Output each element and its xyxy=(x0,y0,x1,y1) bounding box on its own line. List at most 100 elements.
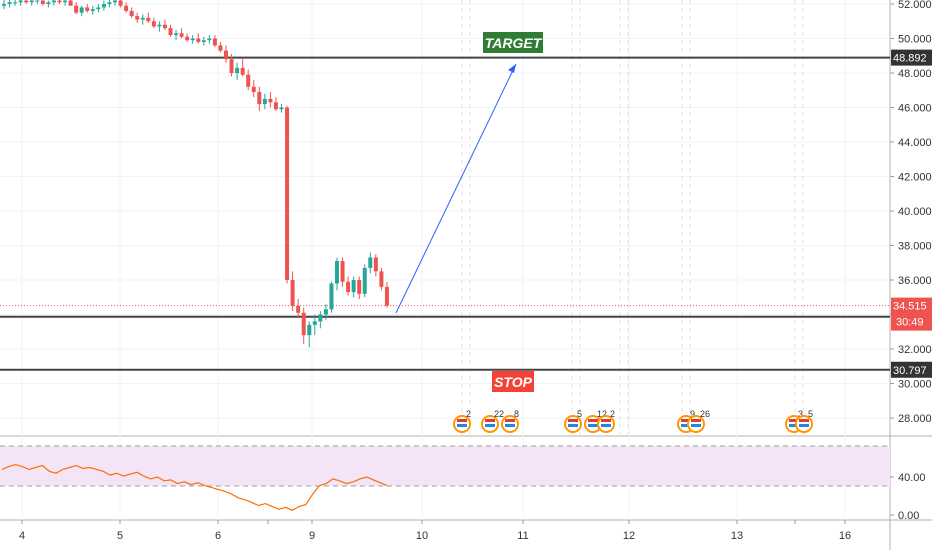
candle xyxy=(312,314,317,336)
candle-body xyxy=(207,38,212,41)
indicator-line xyxy=(1,463,388,511)
candle-body xyxy=(273,102,278,110)
event-count-label: 8 xyxy=(514,409,519,419)
candle-body xyxy=(57,0,62,3)
candle xyxy=(68,0,73,6)
price-tick-label: 28.000 xyxy=(898,413,932,425)
price-axis: 52.000 50.000 48.000 46.000 44.000 42.000 40.0… xyxy=(890,0,932,522)
candle xyxy=(168,24,173,37)
candle xyxy=(151,17,156,29)
candle-body xyxy=(290,280,295,306)
candle xyxy=(135,12,140,23)
candle-body xyxy=(162,24,167,29)
price-tick-label: 42.000 xyxy=(898,172,932,184)
candle xyxy=(218,41,223,53)
horizontal-levels xyxy=(0,56,890,371)
candle xyxy=(212,35,217,48)
event-count-label: 5 xyxy=(577,409,582,419)
candle-body xyxy=(146,17,151,22)
candle-body xyxy=(212,38,217,46)
time-tick-label: 4 xyxy=(19,530,25,542)
flag-stripe xyxy=(505,424,515,427)
candle-body xyxy=(312,321,317,325)
candle-body xyxy=(68,0,73,6)
candle-body xyxy=(235,67,240,73)
candle xyxy=(174,29,179,41)
candle xyxy=(335,257,339,291)
flag-stripe xyxy=(601,424,611,427)
flag-stripe xyxy=(457,419,467,422)
candle-body xyxy=(107,2,112,4)
candle xyxy=(201,36,206,46)
candle xyxy=(35,0,40,4)
event-marker: 26 xyxy=(687,409,710,433)
event-count-label: 2 xyxy=(610,409,615,419)
flag-stripe xyxy=(601,419,611,422)
drawings: TARGET STOP xyxy=(395,32,543,392)
candle-body xyxy=(179,33,184,37)
candle xyxy=(301,307,306,344)
candle-body xyxy=(35,0,40,2)
event-markers: 2 22 8 5 12 2 9 26 3 5 xyxy=(453,409,813,433)
candle xyxy=(96,4,101,13)
candle-body xyxy=(118,0,123,6)
candle-body xyxy=(279,107,284,110)
time-tick-label: 6 xyxy=(215,530,221,542)
candle xyxy=(357,276,362,299)
candle xyxy=(179,28,184,39)
candle xyxy=(262,93,267,110)
candle xyxy=(51,0,56,6)
candle-body xyxy=(174,33,179,36)
candle xyxy=(146,12,151,23)
candle xyxy=(290,271,295,312)
indicator-tick-label: 0.00 xyxy=(898,510,919,522)
candle-body xyxy=(29,0,34,3)
level-price-label: 48.892 xyxy=(893,53,927,65)
flag-stripe xyxy=(568,419,578,422)
candle-body xyxy=(201,40,206,42)
candle-body xyxy=(135,16,140,20)
candle xyxy=(46,0,51,8)
stop-box xyxy=(492,371,534,392)
candle-body xyxy=(240,67,245,75)
candle-body xyxy=(257,91,262,105)
event-count-label: 3 xyxy=(798,409,803,419)
level-price-box xyxy=(891,49,932,66)
candle-body xyxy=(168,28,173,36)
candle xyxy=(185,33,190,42)
candle xyxy=(113,0,117,6)
target-arrow-line xyxy=(395,63,517,314)
price-tick-label: 30.000 xyxy=(898,379,932,391)
event-marker: 2 xyxy=(453,409,471,433)
candle-body xyxy=(335,261,339,284)
flag-stripe xyxy=(457,424,467,427)
candle-body xyxy=(79,7,84,13)
candle-body xyxy=(96,7,101,10)
candle-body xyxy=(129,10,134,17)
candle-body xyxy=(63,0,68,3)
candle-body xyxy=(40,0,45,4)
candle xyxy=(124,2,129,13)
candle xyxy=(18,0,23,6)
event-marker: 8 xyxy=(501,409,519,433)
candle-body xyxy=(24,0,29,3)
candle-body xyxy=(124,5,129,11)
candle-body xyxy=(346,281,351,293)
candle-body xyxy=(85,7,90,11)
current-price-label: 34.515 xyxy=(893,301,927,313)
event-count-label: 9 xyxy=(690,409,695,419)
candle xyxy=(268,91,273,108)
stop-label: STOP xyxy=(494,374,533,390)
candle-body xyxy=(18,0,23,3)
candle-body xyxy=(2,4,6,6)
candle xyxy=(346,276,351,296)
candle-body xyxy=(218,45,223,51)
candle-body xyxy=(101,4,106,8)
countdown-label: 30:49 xyxy=(896,317,924,329)
candle-body xyxy=(340,261,345,282)
candle xyxy=(207,35,212,44)
price-tick-label: 38.000 xyxy=(898,241,932,253)
candle xyxy=(251,79,256,98)
price-tick-label: 32.000 xyxy=(898,344,932,356)
flag-stripe xyxy=(588,424,598,427)
